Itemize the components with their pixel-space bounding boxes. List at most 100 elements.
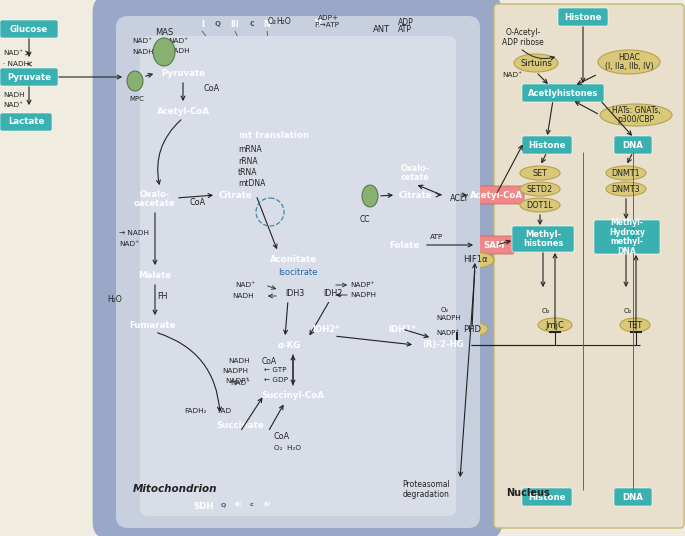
FancyBboxPatch shape (212, 19, 223, 29)
Text: Histone: Histone (564, 12, 601, 21)
Text: ADP+: ADP+ (318, 15, 339, 21)
Text: Fumarate: Fumarate (129, 321, 176, 330)
Text: CC: CC (360, 215, 371, 224)
FancyBboxPatch shape (214, 186, 258, 204)
Text: IV: IV (263, 20, 272, 29)
Text: DOT1L: DOT1L (527, 200, 553, 210)
Text: NAD⁺: NAD⁺ (502, 72, 522, 78)
Text: tRNA: tRNA (238, 168, 258, 177)
FancyBboxPatch shape (594, 220, 660, 254)
Text: IDH1*: IDH1* (388, 324, 416, 333)
Text: NADPH: NADPH (350, 292, 376, 298)
Text: O₂: O₂ (268, 17, 277, 26)
FancyBboxPatch shape (558, 8, 608, 26)
Text: mRNA: mRNA (238, 145, 262, 154)
Text: Histone: Histone (528, 493, 566, 502)
Text: NAD⁺: NAD⁺ (235, 282, 255, 288)
Text: c: c (250, 503, 254, 508)
Text: DNMT3: DNMT3 (612, 184, 640, 193)
Text: NADP⁺: NADP⁺ (350, 282, 375, 288)
Text: Malate: Malate (138, 271, 171, 279)
Text: Pyruvate: Pyruvate (7, 72, 51, 81)
Text: V: V (314, 19, 321, 28)
Ellipse shape (153, 38, 175, 66)
Ellipse shape (280, 286, 310, 300)
Text: CoA: CoA (274, 432, 290, 441)
FancyBboxPatch shape (132, 186, 178, 212)
FancyBboxPatch shape (474, 236, 514, 254)
Text: O-Acetyl-
ADP ribose: O-Acetyl- ADP ribose (502, 28, 544, 47)
Text: SETD2: SETD2 (527, 184, 553, 193)
Text: Q: Q (215, 21, 221, 27)
Ellipse shape (520, 198, 560, 212)
Text: mtDNA: mtDNA (238, 179, 265, 188)
Text: H₂O: H₂O (277, 17, 291, 26)
Text: → NADH: → NADH (119, 230, 149, 236)
Text: CoA: CoA (204, 84, 220, 93)
Text: Isocitrate: Isocitrate (278, 268, 317, 277)
Text: O₂: O₂ (441, 307, 449, 313)
Text: Succinate: Succinate (216, 421, 264, 429)
Text: Proteasomal
degradation: Proteasomal degradation (402, 480, 450, 498)
FancyBboxPatch shape (233, 126, 315, 144)
Text: PHD: PHD (463, 324, 481, 333)
FancyBboxPatch shape (247, 19, 258, 29)
FancyBboxPatch shape (394, 186, 438, 204)
Ellipse shape (362, 185, 378, 207)
Text: (R)-2-HG: (R)-2-HG (422, 340, 464, 349)
FancyBboxPatch shape (444, 497, 452, 515)
FancyBboxPatch shape (154, 64, 212, 82)
Ellipse shape (620, 318, 650, 332)
Text: Pyruvate: Pyruvate (161, 69, 205, 78)
FancyBboxPatch shape (522, 136, 572, 154)
Text: NAD⁺: NAD⁺ (119, 241, 139, 247)
Text: MPC: MPC (129, 96, 144, 102)
FancyBboxPatch shape (382, 236, 426, 254)
Text: O₂  H₂O: O₂ H₂O (275, 445, 301, 451)
Text: NAD⁺: NAD⁺ (132, 38, 152, 44)
Ellipse shape (606, 182, 646, 196)
Text: NADH: NADH (228, 358, 250, 364)
Text: NADH: NADH (3, 92, 25, 98)
Ellipse shape (606, 166, 646, 180)
Text: IDH2*: IDH2* (312, 324, 340, 333)
Text: NADH: NADH (132, 49, 153, 55)
FancyBboxPatch shape (0, 68, 58, 86)
Ellipse shape (520, 182, 560, 196)
Text: Glucose: Glucose (10, 25, 48, 33)
FancyBboxPatch shape (614, 136, 652, 154)
Text: HDAC
(I, IIa, IIb, IV): HDAC (I, IIa, IIb, IV) (605, 53, 653, 71)
Text: SAM: SAM (484, 241, 505, 249)
Text: Citrate: Citrate (219, 190, 253, 199)
Text: NAD⁺: NAD⁺ (3, 50, 23, 56)
FancyBboxPatch shape (260, 500, 275, 510)
FancyBboxPatch shape (153, 102, 213, 120)
Text: α-KG: α-KG (277, 340, 301, 349)
Text: ANT: ANT (373, 25, 390, 33)
Text: mt translation: mt translation (239, 130, 309, 139)
Text: MAS: MAS (155, 28, 173, 37)
Text: FH: FH (157, 292, 167, 301)
FancyBboxPatch shape (140, 36, 456, 516)
Text: DNA: DNA (623, 140, 643, 150)
FancyBboxPatch shape (262, 386, 324, 404)
Text: SDH: SDH (194, 502, 214, 511)
Text: ADP: ADP (398, 18, 414, 27)
FancyBboxPatch shape (310, 16, 325, 32)
Text: ← GTP: ← GTP (264, 367, 286, 373)
FancyBboxPatch shape (449, 497, 457, 515)
Text: Acetyl-CoA: Acetyl-CoA (156, 107, 210, 115)
Text: ACLY: ACLY (451, 194, 469, 203)
FancyBboxPatch shape (494, 4, 684, 528)
FancyBboxPatch shape (266, 336, 312, 354)
FancyBboxPatch shape (512, 226, 574, 252)
FancyBboxPatch shape (392, 160, 438, 186)
Ellipse shape (127, 71, 143, 91)
Text: I: I (201, 20, 204, 29)
Text: NADH: NADH (168, 48, 190, 54)
FancyBboxPatch shape (266, 250, 320, 268)
FancyBboxPatch shape (188, 498, 220, 515)
Ellipse shape (514, 54, 558, 72)
Text: Folate: Folate (389, 241, 419, 249)
Text: c: c (250, 19, 254, 28)
